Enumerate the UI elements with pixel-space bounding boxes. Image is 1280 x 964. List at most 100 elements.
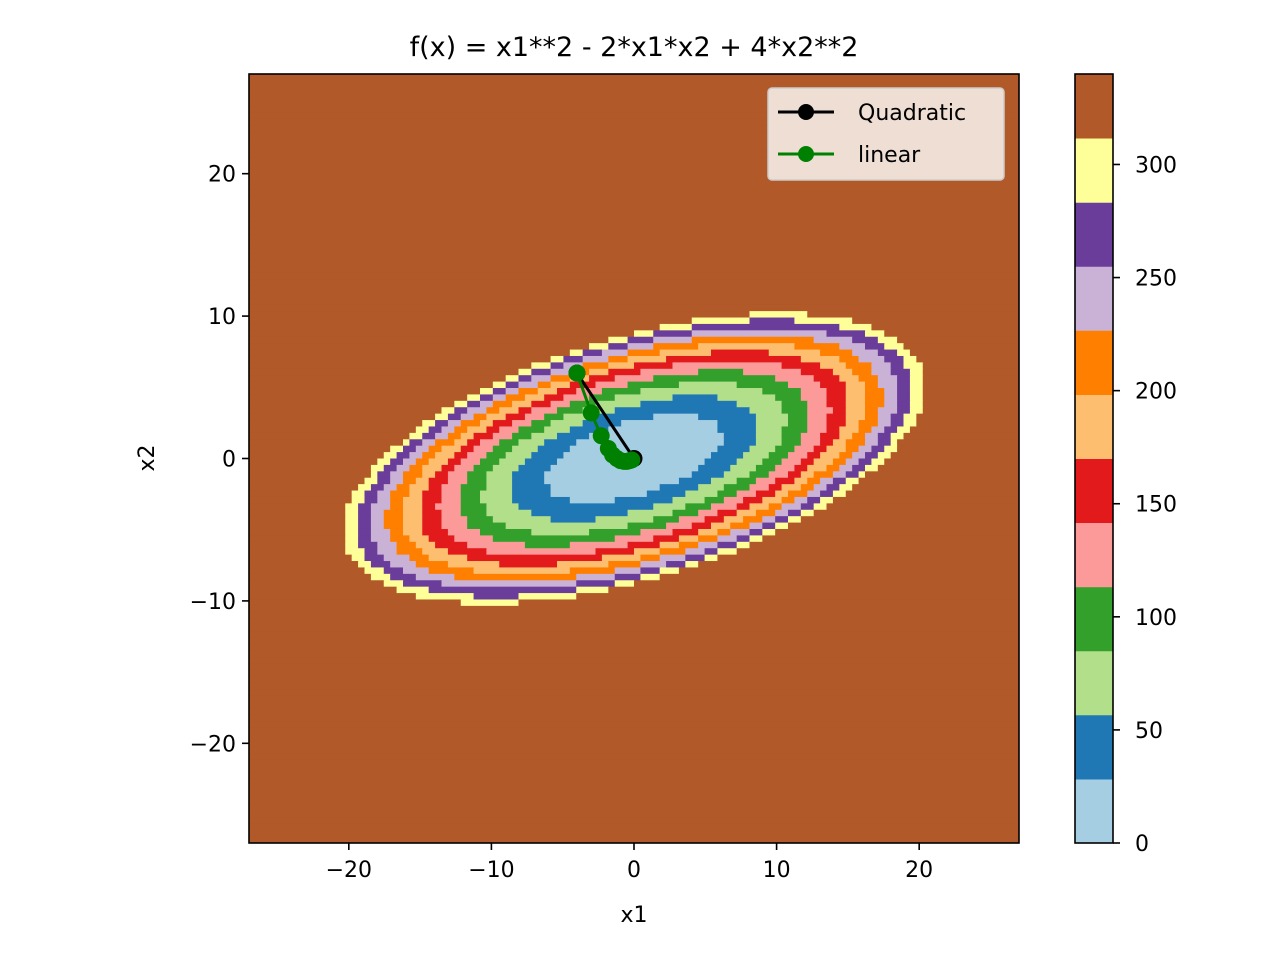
heatmap-cell — [249, 163, 1019, 171]
heatmap-cell — [698, 528, 719, 536]
heatmap-cell — [249, 279, 1019, 287]
heatmap-cell — [358, 528, 372, 536]
heatmap-cell — [794, 464, 808, 472]
heatmap-cell — [582, 420, 622, 428]
heatmap-cell — [794, 496, 808, 504]
heatmap-cell — [428, 484, 443, 492]
heatmap-cell — [704, 554, 719, 562]
heatmap-cell — [249, 349, 571, 357]
heatmap-cell — [576, 573, 616, 581]
heatmap-cell — [807, 490, 821, 498]
heatmap-cell — [640, 554, 661, 562]
heatmap-cell — [666, 561, 686, 569]
heatmap-cell — [249, 503, 346, 511]
heatmap-cell — [473, 413, 488, 421]
heatmap-cell — [781, 496, 796, 504]
heatmap-cell — [736, 548, 1019, 556]
heatmap-cell — [377, 458, 391, 466]
heatmap-cell — [249, 580, 385, 588]
heatmap-cell — [871, 458, 885, 466]
heatmap-cell — [531, 509, 629, 517]
heatmap-cell — [839, 432, 853, 440]
heatmap-cell — [871, 368, 892, 376]
heatmap-cell — [826, 503, 1019, 511]
heatmap-cell — [486, 503, 520, 511]
heatmap-cell — [249, 714, 1019, 722]
heatmap-cell — [492, 432, 513, 440]
heatmap-cell — [531, 362, 552, 370]
heatmap-cell — [640, 567, 661, 575]
heatmap-cell — [704, 548, 719, 556]
heatmap-cell — [486, 471, 513, 479]
heatmap-cell — [903, 343, 1019, 351]
heatmap-cell — [698, 541, 719, 549]
heatmap-cell — [852, 317, 1019, 325]
heatmap-cell — [492, 535, 616, 543]
heatmap-cell — [877, 349, 898, 357]
heatmap-cell — [249, 311, 751, 319]
heatmap-cell — [396, 548, 423, 556]
heatmap-cell — [441, 509, 462, 517]
heatmap-cell — [865, 464, 879, 472]
heatmap-cell — [749, 445, 776, 453]
heatmap-cell — [762, 528, 776, 536]
heatmap-cell — [480, 528, 532, 536]
heatmap-cell — [249, 759, 1019, 767]
heatmap-cell — [422, 496, 443, 504]
colorbar: 0 50 100 150 200 250 300 — [1074, 73, 1177, 857]
heatmap-cell — [454, 439, 468, 447]
heatmap-cell — [659, 573, 1019, 581]
heatmap-cell — [249, 99, 1019, 107]
heatmap-cell — [249, 170, 1019, 178]
heatmap-cell — [512, 432, 532, 440]
heatmap-cell — [518, 407, 532, 415]
x-axis-label: x1 — [620, 903, 647, 928]
heatmap-cell — [249, 618, 1019, 626]
heatmap-cell — [537, 388, 558, 396]
heatmap-cell — [492, 388, 507, 396]
heatmap-cell — [672, 496, 706, 504]
heatmap-cell — [832, 471, 847, 479]
heatmap-cell — [813, 375, 840, 383]
heatmap-cell — [852, 484, 1019, 492]
heatmap-cell — [563, 394, 590, 402]
heatmap-cell — [422, 464, 443, 472]
heatmap-cell — [685, 554, 706, 562]
colorbar-bin — [1075, 74, 1113, 139]
heatmap-cell — [467, 426, 488, 434]
heatmap-cell — [576, 593, 1019, 601]
x-tick-label: 10 — [763, 858, 791, 883]
heatmap-cell — [858, 458, 873, 466]
heatmap-cell — [345, 503, 359, 511]
heatmap-cell — [345, 516, 359, 524]
colorbar-bin — [1075, 522, 1113, 588]
heatmap-cell — [499, 407, 520, 415]
heatmap-cell — [865, 407, 879, 415]
heatmap-cell — [454, 426, 468, 434]
heatmap-cell — [480, 496, 513, 504]
heatmap-cell — [820, 496, 834, 504]
heatmap-cell — [871, 362, 892, 370]
heatmap-cell — [422, 503, 436, 511]
heatmap-cell — [249, 330, 635, 338]
heatmap-cell — [627, 336, 654, 344]
heatmap-cell — [717, 541, 738, 549]
heatmap-cell — [627, 349, 661, 357]
heatmap-cell — [666, 522, 693, 530]
heatmap-cell — [839, 375, 860, 383]
heatmap-cell — [403, 471, 423, 479]
heatmap-cell — [826, 445, 847, 453]
heatmap-cell — [845, 477, 860, 485]
heatmap-cell — [582, 349, 603, 357]
y-axis-label: x2 — [135, 444, 160, 471]
heatmap-cell — [249, 368, 520, 376]
heatmap-cell — [826, 420, 847, 428]
heatmap-cell — [794, 477, 808, 485]
heatmap-cell — [890, 452, 1019, 460]
heatmap-cell — [717, 426, 757, 434]
heatmap-cell — [909, 381, 924, 389]
heatmap-cell — [884, 445, 898, 453]
heatmap-cell — [550, 484, 661, 492]
colorbar-tick-label: 300 — [1135, 153, 1177, 178]
heatmap-cell — [813, 509, 1019, 517]
